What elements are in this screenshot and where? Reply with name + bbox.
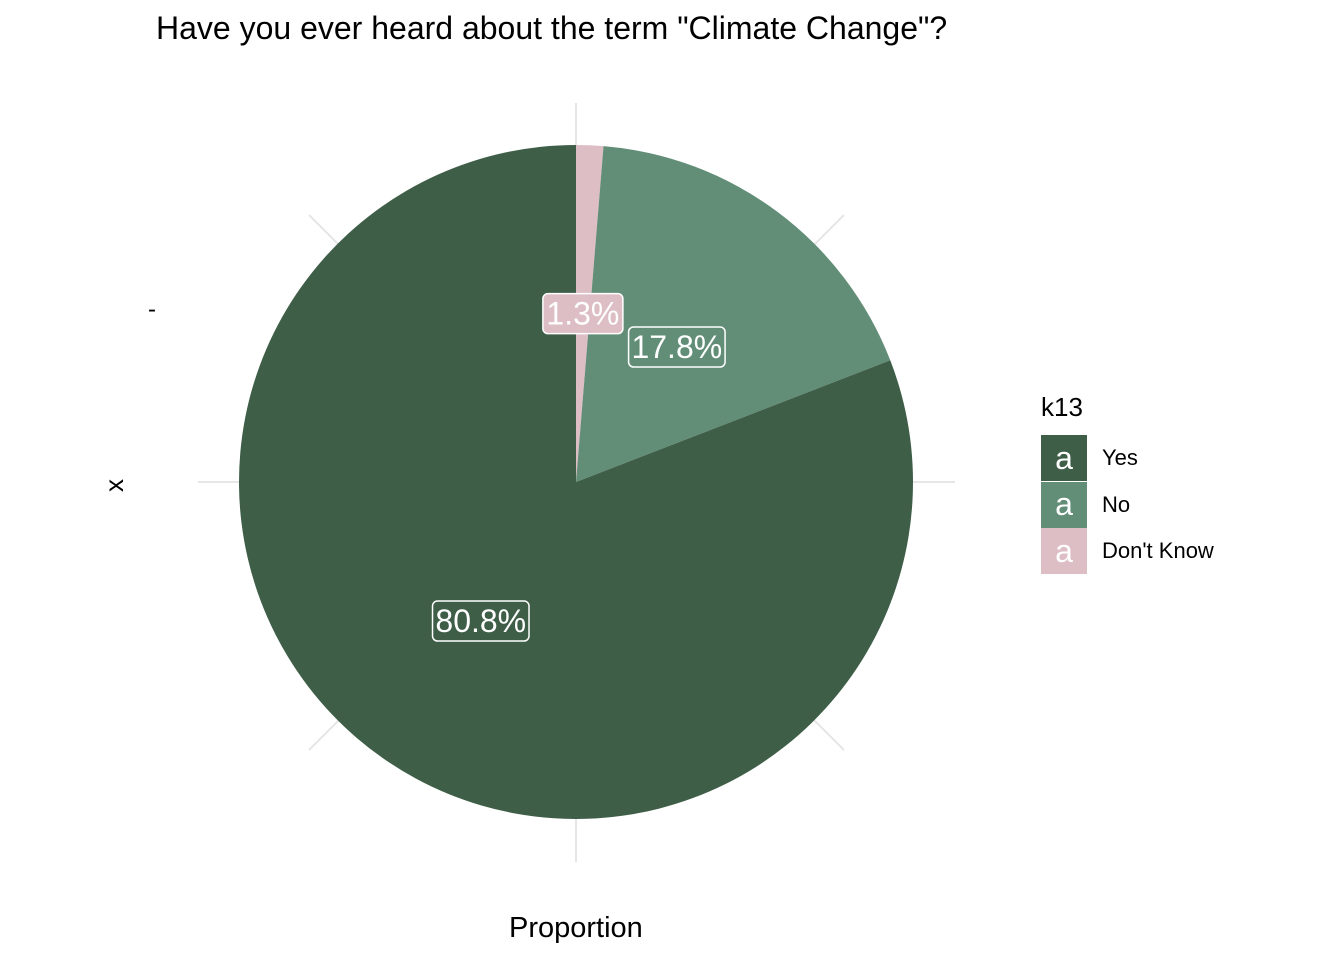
pie-slice-yes xyxy=(238,145,913,819)
svg-text:17.8%: 17.8% xyxy=(631,329,722,365)
x-axis-label: Proportion xyxy=(509,912,643,944)
legend-key: a xyxy=(1041,528,1087,575)
y-tick-label: - xyxy=(148,296,156,323)
legend-key: a xyxy=(1041,435,1087,482)
pie-slice-no xyxy=(576,146,891,482)
legend-title: k13 xyxy=(1041,392,1083,422)
data-label: 17.8% xyxy=(627,326,726,368)
legend-key: a xyxy=(1041,481,1087,528)
legend-item: a Yes xyxy=(1041,435,1214,482)
legend: k13 a Yes a No a Don't Know xyxy=(1041,392,1214,575)
data-label: 80.8% xyxy=(431,600,530,642)
chart-title: Have you ever heard about the term "Clim… xyxy=(156,10,948,46)
legend-item: a Don't Know xyxy=(1041,528,1214,575)
legend-label: Don't Know xyxy=(1102,538,1214,564)
legend-items: a Yes a No a Don't Know xyxy=(1041,435,1214,575)
pie-slices xyxy=(238,145,913,819)
legend-item: a No xyxy=(1041,481,1214,529)
svg-text:80.8%: 80.8% xyxy=(435,603,526,639)
data-labels: 1.3% 17.8% 80.8% xyxy=(431,292,726,642)
svg-text:1.3%: 1.3% xyxy=(546,296,619,332)
legend-label: Yes xyxy=(1102,445,1138,471)
y-axis-label: x xyxy=(99,479,129,492)
legend-label: No xyxy=(1102,491,1131,517)
data-label: 1.3% xyxy=(542,292,624,335)
